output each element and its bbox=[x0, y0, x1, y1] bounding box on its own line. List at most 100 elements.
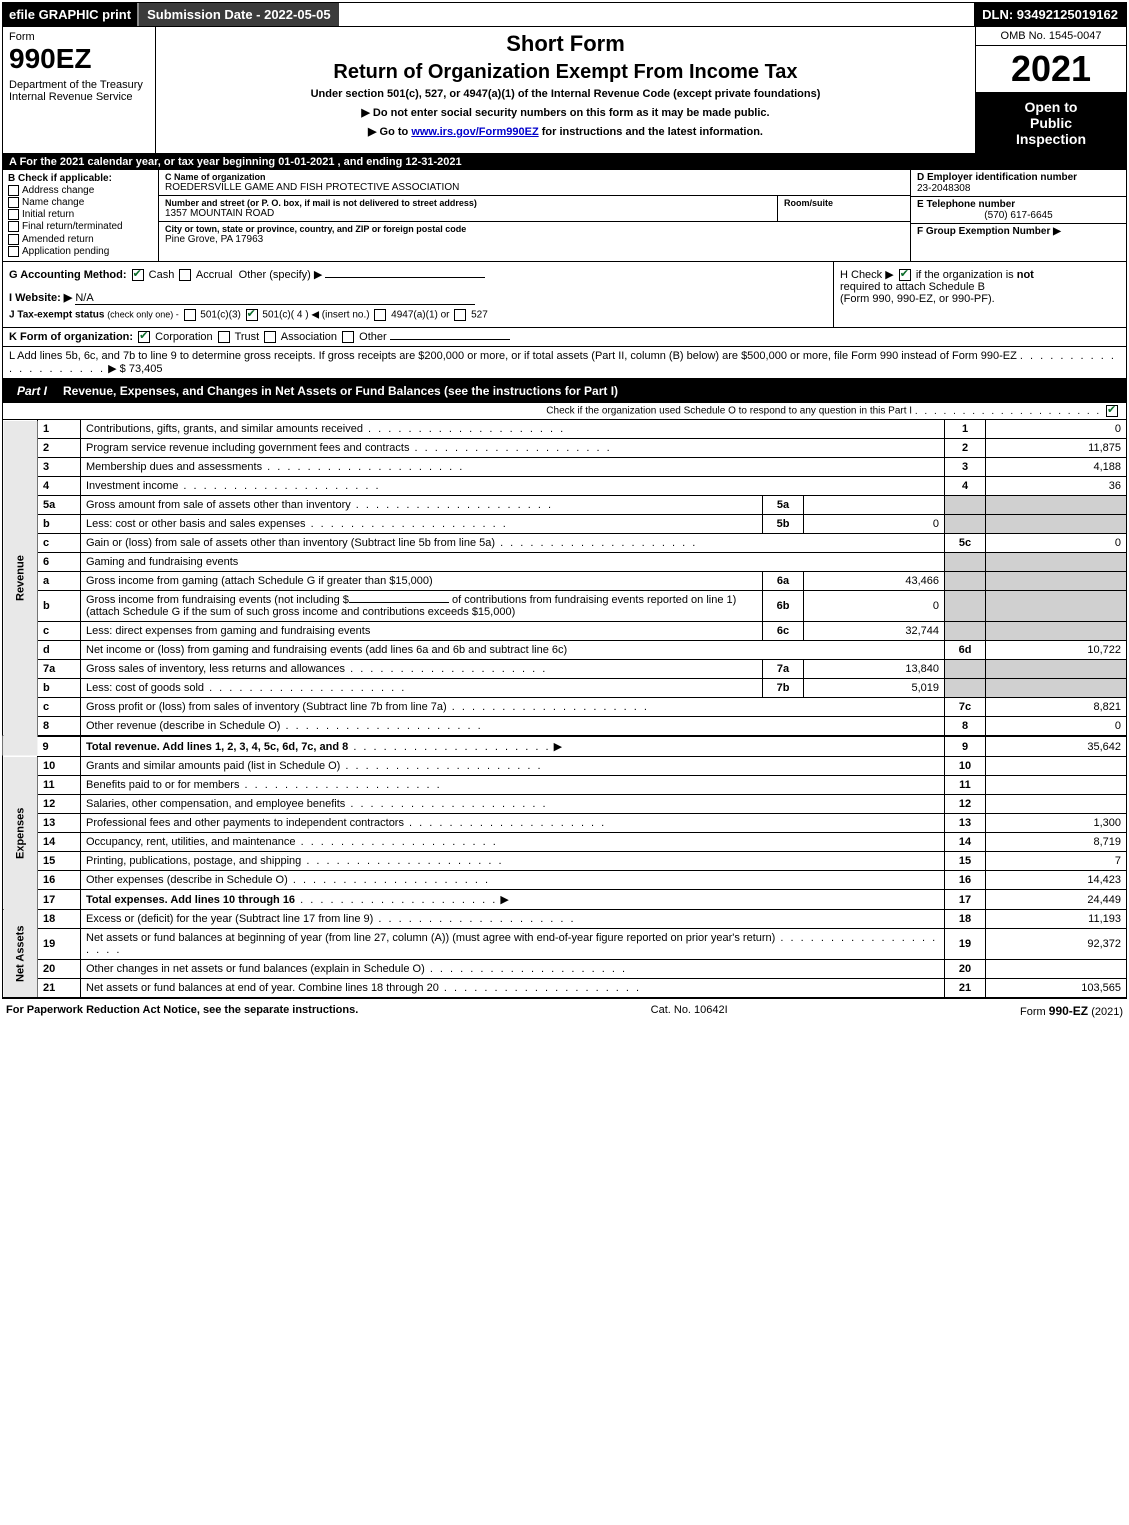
cb-amended-label: Amended return bbox=[22, 234, 94, 245]
l8-desc: Other revenue (describe in Schedule O) bbox=[81, 717, 945, 737]
city-value: Pine Grove, PA 17963 bbox=[165, 234, 904, 245]
l11-desc: Benefits paid to or for members bbox=[81, 776, 945, 795]
l6c-desc: Less: direct expenses from gaming and fu… bbox=[81, 622, 763, 641]
cb-corp[interactable] bbox=[138, 331, 150, 343]
l9-num: 9 bbox=[38, 736, 81, 757]
l7c-num: c bbox=[38, 698, 81, 717]
l6c-box bbox=[945, 622, 986, 641]
l6c-sv: 32,744 bbox=[804, 622, 945, 641]
cb-name-label: Name change bbox=[22, 197, 84, 208]
l16-desc: Other expenses (describe in Schedule O) bbox=[81, 871, 945, 890]
l11-num: 11 bbox=[38, 776, 81, 795]
cb-assoc[interactable] bbox=[264, 331, 276, 343]
l1-amt: 0 bbox=[986, 420, 1127, 439]
l7c-box: 7c bbox=[945, 698, 986, 717]
h-box: H Check ▶ if the organization is not req… bbox=[833, 262, 1126, 327]
l21-amt: 103,565 bbox=[986, 979, 1127, 998]
other-blank bbox=[325, 277, 485, 278]
cash-label: Cash bbox=[149, 269, 175, 281]
l5a-box bbox=[945, 496, 986, 515]
cb-app-label: Application pending bbox=[22, 246, 109, 257]
efile-label[interactable]: efile GRAPHIC print bbox=[3, 3, 137, 26]
l19-num: 19 bbox=[38, 929, 81, 960]
l7b-sub: 7b bbox=[763, 679, 804, 698]
l6a-num: a bbox=[38, 572, 81, 591]
cb-accrual[interactable] bbox=[179, 269, 191, 281]
cb-addr[interactable] bbox=[8, 185, 19, 196]
l18-amt: 11,193 bbox=[986, 910, 1127, 929]
l-amount: 73,405 bbox=[129, 363, 163, 375]
l6a-box bbox=[945, 572, 986, 591]
cb-amended[interactable] bbox=[8, 234, 19, 245]
l5b-sv: 0 bbox=[804, 515, 945, 534]
l6b-num: b bbox=[38, 591, 81, 622]
l5c-num: c bbox=[38, 534, 81, 553]
cb-name[interactable] bbox=[8, 197, 19, 208]
note-link: ▶ Go to www.irs.gov/Form990EZ for instru… bbox=[166, 125, 965, 138]
cb-cash[interactable] bbox=[132, 269, 144, 281]
title-box: Short Form Return of Organization Exempt… bbox=[156, 27, 975, 153]
l12-desc: Salaries, other compensation, and employ… bbox=[81, 795, 945, 814]
l4-box: 4 bbox=[945, 477, 986, 496]
footer-form: Form 990-EZ (2021) bbox=[1020, 1004, 1123, 1018]
cb-addr-label: Address change bbox=[22, 185, 94, 196]
ein-value: 23-2048308 bbox=[917, 183, 970, 194]
l19-amt: 92,372 bbox=[986, 929, 1127, 960]
row-k: K Form of organization: Corporation Trus… bbox=[3, 328, 1126, 347]
cb-4947[interactable] bbox=[374, 309, 386, 321]
l15-box: 15 bbox=[945, 852, 986, 871]
cb-5013[interactable] bbox=[184, 309, 196, 321]
omb-number: OMB No. 1545-0047 bbox=[976, 27, 1126, 46]
cb-other-org[interactable] bbox=[342, 331, 354, 343]
l18-desc: Excess or (deficit) for the year (Subtra… bbox=[81, 910, 945, 929]
l13-num: 13 bbox=[38, 814, 81, 833]
k-assoc: Association bbox=[281, 331, 337, 343]
irs-link[interactable]: www.irs.gov/Form990EZ bbox=[411, 126, 538, 138]
l8-amt: 0 bbox=[986, 717, 1127, 737]
l17-num: 17 bbox=[38, 890, 81, 910]
l7a-desc: Gross sales of inventory, less returns a… bbox=[81, 660, 763, 679]
l2-desc: Program service revenue including govern… bbox=[81, 439, 945, 458]
part1-dots bbox=[915, 406, 1101, 417]
l7a-num: 7a bbox=[38, 660, 81, 679]
cb-501c[interactable] bbox=[246, 309, 258, 321]
l6-box bbox=[945, 553, 986, 572]
col-c: C Name of organization ROEDERSVILLE GAME… bbox=[159, 170, 911, 261]
cb-527[interactable] bbox=[454, 309, 466, 321]
cb-initial[interactable] bbox=[8, 209, 19, 220]
l18-box: 18 bbox=[945, 910, 986, 929]
l7b-sv: 5,019 bbox=[804, 679, 945, 698]
l16-amt: 14,423 bbox=[986, 871, 1127, 890]
l20-desc: Other changes in net assets or fund bala… bbox=[81, 960, 945, 979]
l5a-sub: 5a bbox=[763, 496, 804, 515]
l20-box: 20 bbox=[945, 960, 986, 979]
cb-trust[interactable] bbox=[218, 331, 230, 343]
cb-app[interactable] bbox=[8, 246, 19, 257]
cb-h[interactable] bbox=[899, 269, 911, 281]
l1-box: 1 bbox=[945, 420, 986, 439]
l3-box: 3 bbox=[945, 458, 986, 477]
l4-desc: Investment income bbox=[81, 477, 945, 496]
l13-amt: 1,300 bbox=[986, 814, 1127, 833]
l15-amt: 7 bbox=[986, 852, 1127, 871]
l5b-desc: Less: cost or other basis and sales expe… bbox=[81, 515, 763, 534]
city-label: City or town, state or province, country… bbox=[165, 224, 904, 234]
l6c-amt bbox=[986, 622, 1127, 641]
grp-label: F Group Exemption Number ▶ bbox=[917, 226, 1061, 237]
form-word: Form bbox=[9, 31, 149, 43]
l9-amt: 35,642 bbox=[986, 736, 1127, 757]
l7a-box bbox=[945, 660, 986, 679]
j-label: J Tax-exempt status bbox=[9, 310, 104, 321]
l6c-sub: 6c bbox=[763, 622, 804, 641]
l2-amt: 11,875 bbox=[986, 439, 1127, 458]
section-a: A For the 2021 calendar year, or tax yea… bbox=[3, 154, 1126, 170]
l5a-sv bbox=[804, 496, 945, 515]
cb-part1[interactable] bbox=[1106, 405, 1118, 417]
addr-value: 1357 MOUNTAIN ROAD bbox=[165, 208, 771, 219]
l6-desc: Gaming and fundraising events bbox=[81, 553, 945, 572]
l14-desc: Occupancy, rent, utilities, and maintena… bbox=[81, 833, 945, 852]
l21-box: 21 bbox=[945, 979, 986, 998]
l6b-desc: Gross income from fundraising events (no… bbox=[81, 591, 763, 622]
cb-final[interactable] bbox=[8, 221, 19, 232]
l5a-num: 5a bbox=[38, 496, 81, 515]
